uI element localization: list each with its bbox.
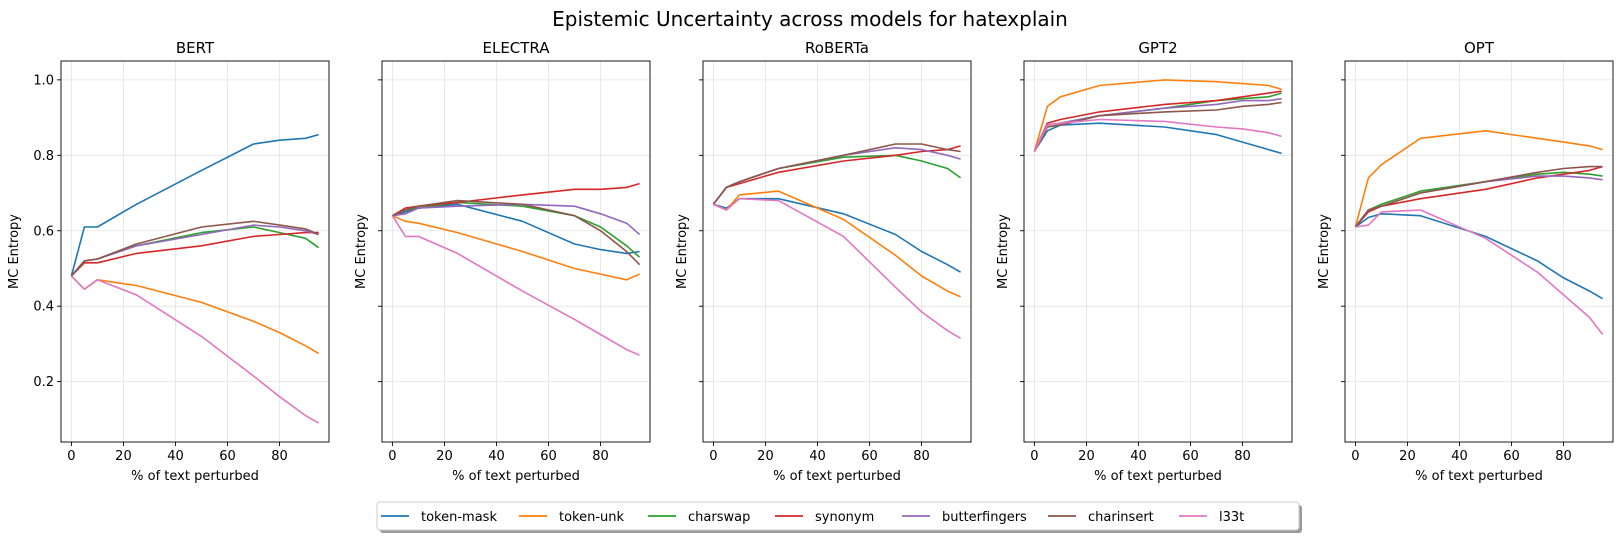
series-line-token-unk-gpt2 (1033, 79, 1282, 152)
x-tick-label: 20 (115, 449, 132, 464)
y-axis-label: MC Entropy (1317, 214, 1332, 289)
x-tick-label: 0 (388, 449, 396, 464)
series-line-l33t-bert (70, 275, 319, 424)
x-tick-label: 0 (1351, 449, 1359, 464)
series-line-charinsert-opt (1354, 165, 1603, 228)
y-axis-label: MC Entropy (7, 214, 22, 289)
legend-label-charswap: charswap (688, 510, 750, 525)
series-line-synonym-opt (1354, 165, 1603, 228)
panel-roberta: 0 20 40 60 80 RoBERTa % of text perturbed MC En… (675, 39, 972, 484)
legend-label-l33t: l33t (1219, 510, 1244, 525)
x-tick-label: 40 (167, 449, 184, 464)
legend-label-token-mask: token-mask (421, 510, 497, 525)
x-axis-label: % of text perturbed (1415, 469, 1543, 484)
series-line-charswap-opt (1354, 171, 1603, 228)
series-line-l33t-gpt2 (1033, 118, 1282, 152)
legend: token-mask token-unk charswap synonym butter… (376, 501, 1302, 533)
x-tick-label: 40 (809, 449, 826, 464)
series-line-l33t-electra (391, 215, 640, 356)
series-line-charinsert-electra (392, 199, 641, 266)
x-tick-label: 20 (757, 449, 774, 464)
y-axis-label: MC Entropy (354, 214, 369, 289)
x-axis-label: % of text perturbed (452, 469, 580, 484)
x-tick-label: 0 (67, 449, 75, 464)
x-tick-label: 40 (1130, 449, 1147, 464)
panel-opt: 0 20 40 60 80 OPT % of text perturbed MC Entrop… (1317, 39, 1614, 484)
x-tick-label: 60 (1503, 449, 1520, 464)
x-axis-label: % of text perturbed (131, 469, 259, 484)
panel-title: ELECTRA (482, 39, 550, 57)
series-line-token-mask-gpt2 (1033, 122, 1282, 155)
y-axis-label: MC Entropy (675, 214, 690, 289)
series-line-token-mask-opt (1354, 213, 1604, 300)
axes-frame (381, 60, 651, 443)
x-tick-label: 20 (1399, 449, 1416, 464)
x-tick-label: 20 (1078, 449, 1095, 464)
panel-title: OPT (1464, 39, 1495, 57)
axes-frame (702, 60, 972, 443)
x-axis-label: % of text perturbed (1094, 469, 1222, 484)
x-tick-label: 40 (488, 449, 505, 464)
series-line-token-unk-opt (1354, 130, 1603, 228)
series-line-l33t-opt (1355, 209, 1604, 335)
series-line-token-unk-electra (392, 214, 640, 281)
series-line-token-unk-bert (70, 275, 320, 355)
y-tick-label: 0.2 (33, 375, 54, 390)
x-axis-label: % of text perturbed (773, 469, 901, 484)
axes-frame (1344, 60, 1614, 443)
axes-frame (60, 60, 330, 443)
series-line-token-mask-bert (70, 133, 319, 277)
x-tick-label: 20 (436, 449, 453, 464)
series-line-token-mask-electra (392, 203, 640, 255)
y-tick-label: 0.8 (33, 149, 54, 164)
panel-title: BERT (176, 39, 215, 57)
y-axis-label: MC Entropy (996, 214, 1011, 289)
y-tick-label: 1.0 (33, 73, 54, 88)
panel-gpt2: 0 20 40 60 80 GPT2 % of text perturbed MC Entro… (996, 39, 1293, 484)
series-line-synonym-electra (391, 182, 640, 217)
x-tick-label: 40 (1451, 449, 1468, 464)
x-tick-label: 60 (219, 449, 236, 464)
series-line-l33t-roberta (713, 197, 962, 339)
y-tick-label: 0.6 (33, 224, 54, 239)
x-tick-label: 80 (913, 449, 930, 464)
figure-title: Epistemic Uncertainty across models for … (552, 7, 1068, 31)
series-line-charinsert-bert (70, 220, 319, 277)
panel-bert: 0 20 40 60 80 0.2 0.4 0.6 0.8 1.0 BERT % of text pe… (7, 39, 330, 484)
x-tick-label: 80 (271, 449, 288, 464)
panels: 0 20 40 60 80 0.2 0.4 0.6 0.8 1.0 BERT % of text pe… (7, 39, 1614, 484)
series-line-charinsert-roberta (712, 143, 961, 205)
legend-label-butterfingers: butterfingers (942, 510, 1027, 525)
x-tick-label: 60 (1182, 449, 1199, 464)
x-tick-label: 60 (540, 449, 557, 464)
legend-label-token-unk: token-unk (559, 510, 625, 525)
x-tick-label: 60 (861, 449, 878, 464)
series-line-token-unk-roberta (713, 190, 961, 298)
series-line-synonym-roberta (712, 145, 961, 205)
x-tick-label: 80 (1234, 449, 1251, 464)
panel-electra: 0 20 40 60 80 ELECTRA % of text perturbed MC En… (354, 39, 651, 484)
series-line-butterfingers-opt (1354, 175, 1603, 228)
series-line-synonym-bert (70, 231, 319, 277)
legend-label-synonym: synonym (815, 510, 874, 525)
x-tick-label: 80 (1555, 449, 1572, 464)
panel-title: RoBERTa (805, 39, 869, 57)
legend-label-charinsert: charinsert (1088, 510, 1154, 525)
series-line-token-mask-roberta (713, 197, 961, 273)
x-tick-label: 0 (709, 449, 717, 464)
axes-frame (1023, 60, 1293, 443)
series-line-synonym-gpt2 (1033, 90, 1282, 152)
panel-title: GPT2 (1138, 39, 1177, 57)
y-tick-label: 0.4 (33, 300, 54, 315)
x-tick-label: 80 (592, 449, 609, 464)
legend-frame (376, 501, 1300, 531)
series-line-charinsert-gpt2 (1033, 101, 1282, 152)
x-tick-label: 0 (1030, 449, 1038, 464)
